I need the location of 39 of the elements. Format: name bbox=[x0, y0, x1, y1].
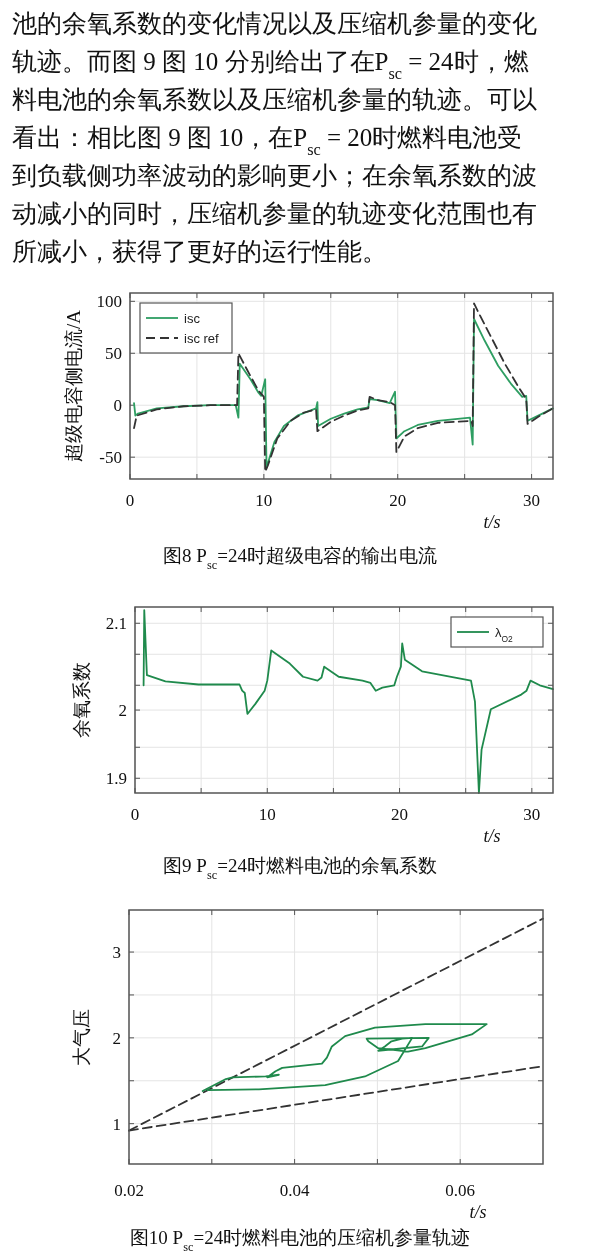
y-tick-label: 1.9 bbox=[105, 769, 127, 789]
x-tick-label: 30 bbox=[523, 491, 541, 510]
y-axis-title: 大气压 bbox=[71, 1008, 92, 1066]
y-tick-label: 2 bbox=[118, 701, 127, 721]
x-tick-label: 10 bbox=[258, 805, 276, 824]
x-axis-title: t/s bbox=[469, 1202, 487, 1222]
x-tick-label: 0.06 bbox=[445, 1181, 476, 1200]
legend-label: λ$_{O2}$ bbox=[495, 625, 514, 644]
x-tick-label: 0.02 bbox=[114, 1181, 144, 1200]
y-tick-label: 0 bbox=[113, 396, 122, 416]
y-tick-label: 50 bbox=[105, 344, 122, 364]
x-tick-label: 30 bbox=[523, 805, 541, 824]
text: 轨迹。而图 9 图 10 分别给出了在P$_{sc}$ = 24时，燃 bbox=[12, 48, 529, 83]
text: 料电池的余氧系数以及压缩机参量的轨迹。可以 bbox=[12, 86, 537, 113]
y-tick-label: 3 bbox=[112, 943, 121, 963]
legend-label: isc ref bbox=[184, 331, 220, 346]
x-tick-label: 20 bbox=[391, 805, 409, 824]
y-tick-label: 100 bbox=[96, 292, 122, 312]
text: 池的余氧系数的变化情况以及压缩机参量的变化 bbox=[12, 10, 537, 37]
legend-label: isc bbox=[184, 311, 201, 326]
x-tick-label: 0 bbox=[130, 805, 140, 824]
text: 到负载侧功率波动的影响更小；在余氧系数的波 bbox=[12, 162, 537, 189]
y-axis-title: 超级电容侧电流/A bbox=[63, 309, 84, 462]
y-tick-label: 1 bbox=[112, 1114, 121, 1134]
text: 看出：相比图 9 图 10，在P$_{sc}$ = 20时燃料电池受 bbox=[12, 124, 523, 159]
x-axis-title: t/s bbox=[483, 826, 501, 846]
x-tick-label: 10 bbox=[255, 491, 273, 510]
text: 图10 P$_{sc}$=24时燃料电池的压缩机参量轨迹 bbox=[129, 1227, 471, 1254]
text: 所减小，获得了更好的运行性能。 bbox=[12, 238, 387, 265]
y-tick-label: 2.1 bbox=[105, 614, 127, 634]
text: 图9 P$_{sc}$=24时燃料电池的余氧系数 bbox=[163, 855, 437, 882]
text: 图8 P$_{sc}$=24时超级电容的输出电流 bbox=[163, 545, 437, 572]
y-tick-label: 2 bbox=[112, 1028, 121, 1048]
text: 动减小的同时，压缩机参量的轨迹变化范围也有 bbox=[12, 200, 537, 227]
x-axis-title: t/s bbox=[483, 512, 501, 532]
x-tick-label: 0.04 bbox=[279, 1181, 310, 1200]
x-tick-label: 20 bbox=[389, 491, 407, 510]
y-tick-label: -50 bbox=[99, 448, 122, 468]
y-axis-title: 余氧系数 bbox=[71, 662, 92, 738]
